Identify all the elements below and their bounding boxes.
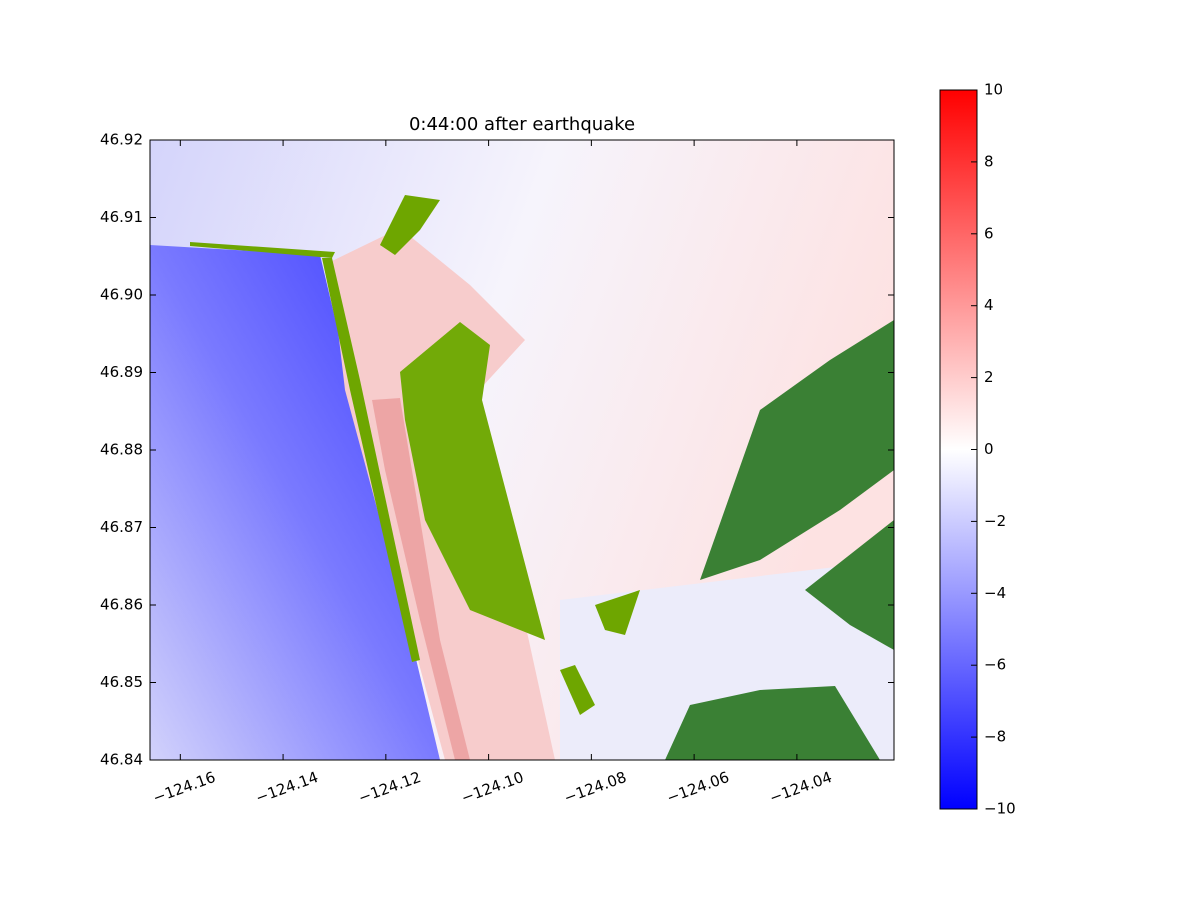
y-tick-label: 46.89 [100, 363, 143, 381]
y-tick-label: 46.88 [100, 441, 143, 459]
y-tick-label: 46.84 [100, 751, 143, 769]
colorbar-tick-label: −4 [984, 584, 1006, 602]
y-tick-label: 46.90 [100, 286, 143, 304]
x-tick-label: −124.10 [459, 768, 526, 807]
colorbar-tick-label: 6 [984, 224, 994, 242]
chart-title: 0:44:00 after earthquake [409, 114, 635, 135]
colorbar-tick-label: −6 [984, 656, 1006, 674]
x-tick-label: −124.14 [253, 768, 320, 807]
x-tick-label: −124.08 [562, 768, 629, 807]
x-tick-label: −124.16 [150, 768, 217, 807]
colorbar-tick-label: −10 [984, 800, 1016, 818]
colorbar [939, 89, 978, 810]
x-tick-label: −124.04 [767, 768, 834, 807]
colorbar-tick-label: −2 [984, 512, 1006, 530]
map-image [150, 140, 894, 760]
x-tick-label: −124.12 [356, 768, 423, 807]
colorbar-tick-label: 0 [984, 440, 994, 458]
colorbar-tick-label: 2 [984, 368, 994, 386]
colorbar-tick-label: −8 [984, 728, 1006, 746]
colorbar-tick-label: 10 [984, 81, 1003, 99]
y-tick-label: 46.91 [100, 208, 143, 226]
colorbar-tick-label: 4 [984, 296, 994, 314]
colorbar-tick-label: 8 [984, 152, 994, 170]
y-tick-label: 46.85 [100, 673, 143, 691]
y-tick-label: 46.86 [100, 596, 143, 614]
y-tick-label: 46.87 [100, 518, 143, 536]
x-tick-label: −124.06 [664, 768, 731, 807]
y-tick-label: 46.92 [100, 131, 143, 149]
